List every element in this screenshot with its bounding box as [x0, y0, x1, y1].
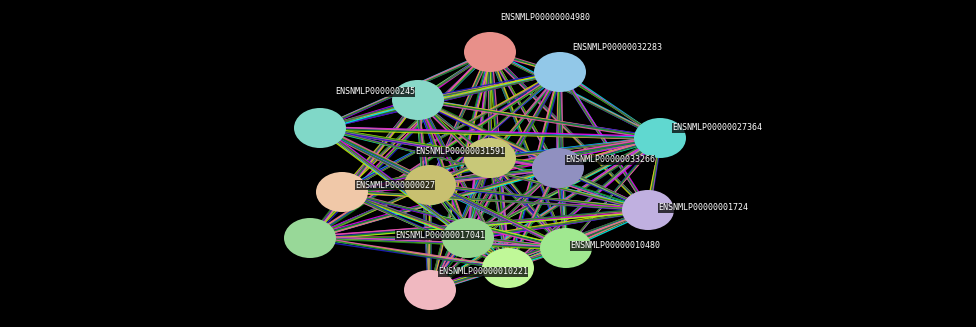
Text: ENSNMLP00000017041: ENSNMLP00000017041	[395, 231, 485, 239]
Ellipse shape	[482, 248, 534, 288]
Text: ENSNMLP00000033266: ENSNMLP00000033266	[565, 156, 655, 164]
Ellipse shape	[316, 172, 368, 212]
Ellipse shape	[622, 190, 674, 230]
Text: ENSNMLP00000001724: ENSNMLP00000001724	[658, 203, 748, 213]
Text: ENSNMLP000000245: ENSNMLP000000245	[335, 88, 415, 96]
Ellipse shape	[634, 118, 686, 158]
Text: ENSNMLP00000027364: ENSNMLP00000027364	[672, 124, 762, 132]
Text: ENSNMLP00000004980: ENSNMLP00000004980	[500, 13, 590, 23]
Ellipse shape	[284, 218, 336, 258]
Ellipse shape	[404, 270, 456, 310]
Text: ENSNMLP00000031591: ENSNMLP00000031591	[415, 147, 505, 157]
Ellipse shape	[392, 80, 444, 120]
Ellipse shape	[464, 138, 516, 178]
Ellipse shape	[534, 52, 586, 92]
Ellipse shape	[294, 108, 346, 148]
Ellipse shape	[464, 32, 516, 72]
Text: ENSNMLP000000027: ENSNMLP000000027	[355, 181, 435, 190]
Text: ENSNMLP00000032283: ENSNMLP00000032283	[572, 43, 662, 53]
Ellipse shape	[404, 165, 456, 205]
Text: ENSNMLP00000010221: ENSNMLP00000010221	[438, 267, 528, 277]
Ellipse shape	[540, 228, 592, 268]
Text: ENSNMLP00000010480: ENSNMLP00000010480	[570, 242, 660, 250]
Ellipse shape	[442, 218, 494, 258]
Ellipse shape	[532, 148, 584, 188]
